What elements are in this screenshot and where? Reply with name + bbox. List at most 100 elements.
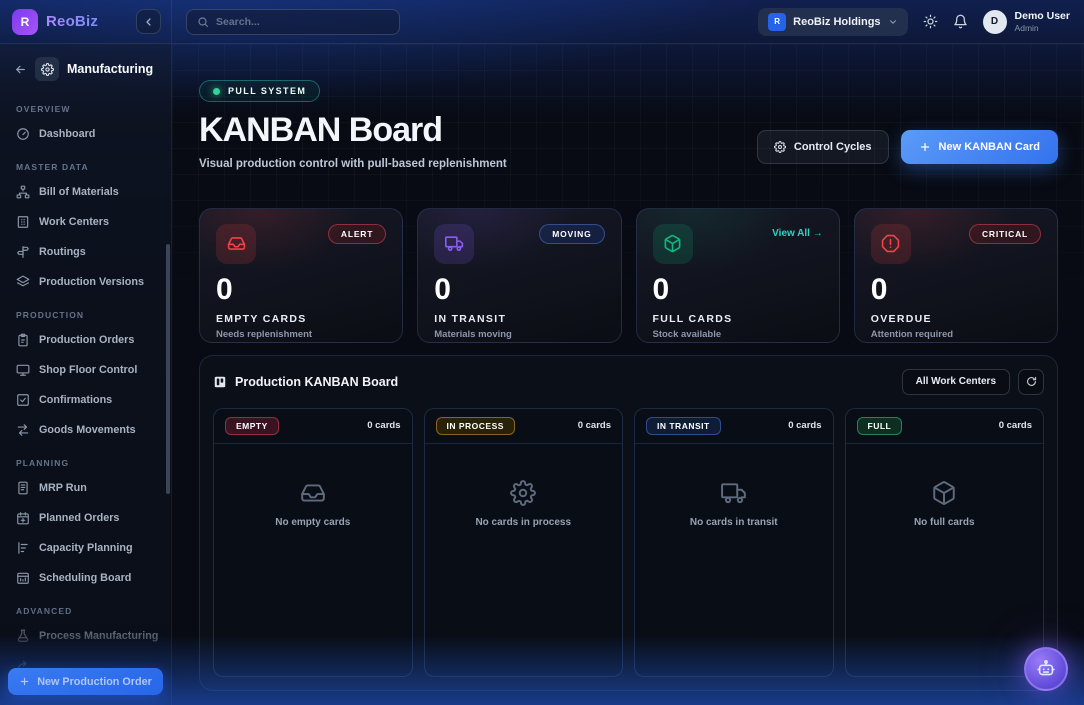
kanban-columns: EMPTY 0 cards No empty cards IN PROCESS …: [213, 407, 1044, 677]
column-count: 0 cards: [577, 420, 611, 432]
sidebar-item-planned-orders[interactable]: Planned Orders: [10, 503, 161, 533]
sidebar-item-production-versions[interactable]: Production Versions: [10, 267, 161, 297]
search-input[interactable]: [216, 15, 389, 28]
new-production-order-button[interactable]: New Production Order: [8, 668, 163, 695]
sidebar-footer: New Production Order: [0, 659, 171, 705]
sidebar-item-goods-movements[interactable]: Goods Movements: [10, 415, 161, 445]
topbar-actions: R ReoBiz Holdings D Demo User Admin: [758, 7, 1084, 36]
gear-icon: [40, 62, 54, 76]
stat-label: FULL CARDS: [652, 312, 733, 325]
work-center-filter[interactable]: All Work Centers: [901, 368, 1010, 395]
notifications-button[interactable]: [953, 14, 968, 29]
app-logo-letter: R: [20, 14, 30, 29]
stats-row: ALERT 0 EMPTY CARDS Needs replenishment …: [199, 207, 1058, 343]
empty-state-message: No empty cards: [275, 516, 351, 528]
module-icon-box: [35, 57, 59, 81]
calendar-chart-icon: [17, 572, 29, 584]
gear-icon: [773, 141, 786, 153]
stat-value: 0: [870, 272, 888, 306]
app-name: ReoBiz: [46, 13, 99, 30]
company-name: ReoBiz Holdings: [793, 15, 881, 28]
sidebar-collapse-button[interactable]: [136, 9, 161, 34]
layers-icon: [16, 275, 30, 287]
sidebar-item-bill-of-materials[interactable]: Bill of Materials: [10, 177, 161, 207]
document-icon: [18, 481, 28, 495]
stat-label: EMPTY CARDS: [216, 312, 307, 325]
inbox-icon: [300, 484, 325, 502]
board-tools: All Work Centers: [901, 368, 1044, 395]
column-status-badge: IN PROCESS: [435, 416, 515, 435]
stat-card-in-transit: MOVING 0 IN TRANSIT Materials moving: [417, 207, 622, 343]
user-role: Admin: [1014, 22, 1039, 33]
kanban-board-panel: Production KANBAN Board All Work Centers…: [199, 354, 1058, 691]
stat-card-overdue: CRITICAL 0 OVERDUE Attention required: [853, 207, 1058, 343]
theme-toggle-button[interactable]: [923, 14, 938, 29]
global-search[interactable]: [186, 8, 400, 35]
sidebar-scrollbar[interactable]: [166, 244, 170, 494]
stat-value: 0: [434, 272, 451, 306]
kanban-column-in-process: IN PROCESS 0 cards No cards in process: [423, 407, 623, 677]
page-title: KANBAN Board: [199, 111, 443, 149]
new-production-order-label: New Production Order: [37, 675, 152, 688]
factory-icon: [17, 216, 29, 228]
section-label-production: PRODUCTION: [16, 310, 85, 320]
empty-state-message: No full cards: [913, 516, 975, 528]
sidebar-item-label: Goods Movements: [39, 424, 136, 436]
robot-icon: [1037, 660, 1055, 676]
user-name: Demo User: [1014, 10, 1070, 23]
refresh-icon: [1026, 377, 1036, 387]
sidebar-item-mrp-run[interactable]: MRP Run: [10, 473, 161, 503]
new-kanban-card-label: New KANBAN Card: [938, 141, 1040, 153]
column-count: 0 cards: [367, 420, 401, 432]
sidebar-item-process-manufacturing[interactable]: Process Manufacturing: [10, 621, 161, 651]
sidebar-item-confirmations[interactable]: Confirmations: [10, 385, 161, 415]
sidebar-item-scheduling-board[interactable]: Scheduling Board: [10, 563, 161, 593]
module-header: Manufacturing: [0, 44, 171, 91]
sidebar-item-capacity-planning[interactable]: Capacity Planning: [10, 533, 161, 563]
sidebar-item-label: Shop Floor Control: [39, 364, 138, 376]
sidebar-item-label: Scheduling Board: [39, 572, 132, 584]
sidebar-item-label: Production Versions: [39, 276, 144, 288]
new-kanban-card-button[interactable]: New KANBAN Card: [900, 130, 1058, 164]
control-cycles-button[interactable]: Control Cycles: [756, 130, 889, 164]
sidebar-item-label: Process Manufacturing: [39, 630, 159, 642]
stat-card-empty-cards: ALERT 0 EMPTY CARDS Needs replenishment: [199, 207, 404, 343]
kanban-column-in-transit: IN TRANSIT 0 cards No cards in transit: [634, 407, 834, 677]
sidebar-item-dashboard[interactable]: Dashboard: [10, 119, 161, 149]
plus-icon: [920, 142, 929, 152]
stat-label: IN TRANSIT: [434, 312, 507, 325]
sidebar-item-routings[interactable]: Routings: [10, 237, 161, 267]
sidebar-item-label: Routings: [39, 246, 86, 258]
app-logo: R: [12, 8, 38, 35]
sidebar-item-label: MRP Run: [39, 482, 87, 494]
column-status-badge: IN TRANSIT: [646, 416, 721, 435]
board-title-label: Production KANBAN Board: [235, 374, 399, 389]
stat-label: OVERDUE: [870, 312, 932, 325]
stat-sublabel: Stock available: [652, 328, 722, 340]
user-menu[interactable]: D Demo User Admin: [982, 9, 1070, 34]
view-all-link[interactable]: View All →: [772, 227, 823, 239]
sidebar-item-shop-floor-control[interactable]: Shop Floor Control: [10, 355, 161, 385]
stat-sublabel: Attention required: [870, 328, 954, 340]
sidebar-item-production-orders[interactable]: Production Orders: [10, 325, 161, 355]
column-status-badge: EMPTY: [225, 416, 279, 435]
kanban-icon: [214, 376, 226, 388]
kanban-column-full: FULL 0 cards No full cards: [844, 407, 1044, 677]
sidebar-item-label: Bill of Materials: [39, 186, 119, 198]
truck-icon: [434, 223, 475, 264]
section-label-advanced: ADVANCED: [16, 606, 73, 616]
company-selector[interactable]: R ReoBiz Holdings: [758, 7, 908, 36]
page-actions: Control Cycles New KANBAN Card: [756, 130, 1058, 164]
truck-icon: [720, 483, 746, 503]
status-dot-icon: [213, 87, 220, 95]
bell-icon: [953, 14, 967, 29]
sidebar-item-work-centers[interactable]: Work Centers: [10, 207, 161, 237]
clipboard-icon: [18, 333, 28, 347]
sidebar-item-label: Planned Orders: [39, 512, 120, 524]
chat-assistant-button[interactable]: [1024, 647, 1068, 691]
topbar: R ReoBiz R ReoBiz Holdings D Demo User A…: [0, 0, 1084, 44]
page-subtitle: Visual production control with pull-base…: [199, 157, 507, 170]
refresh-button[interactable]: [1018, 368, 1044, 395]
gear-icon: [510, 479, 537, 506]
back-button[interactable]: [14, 63, 27, 76]
